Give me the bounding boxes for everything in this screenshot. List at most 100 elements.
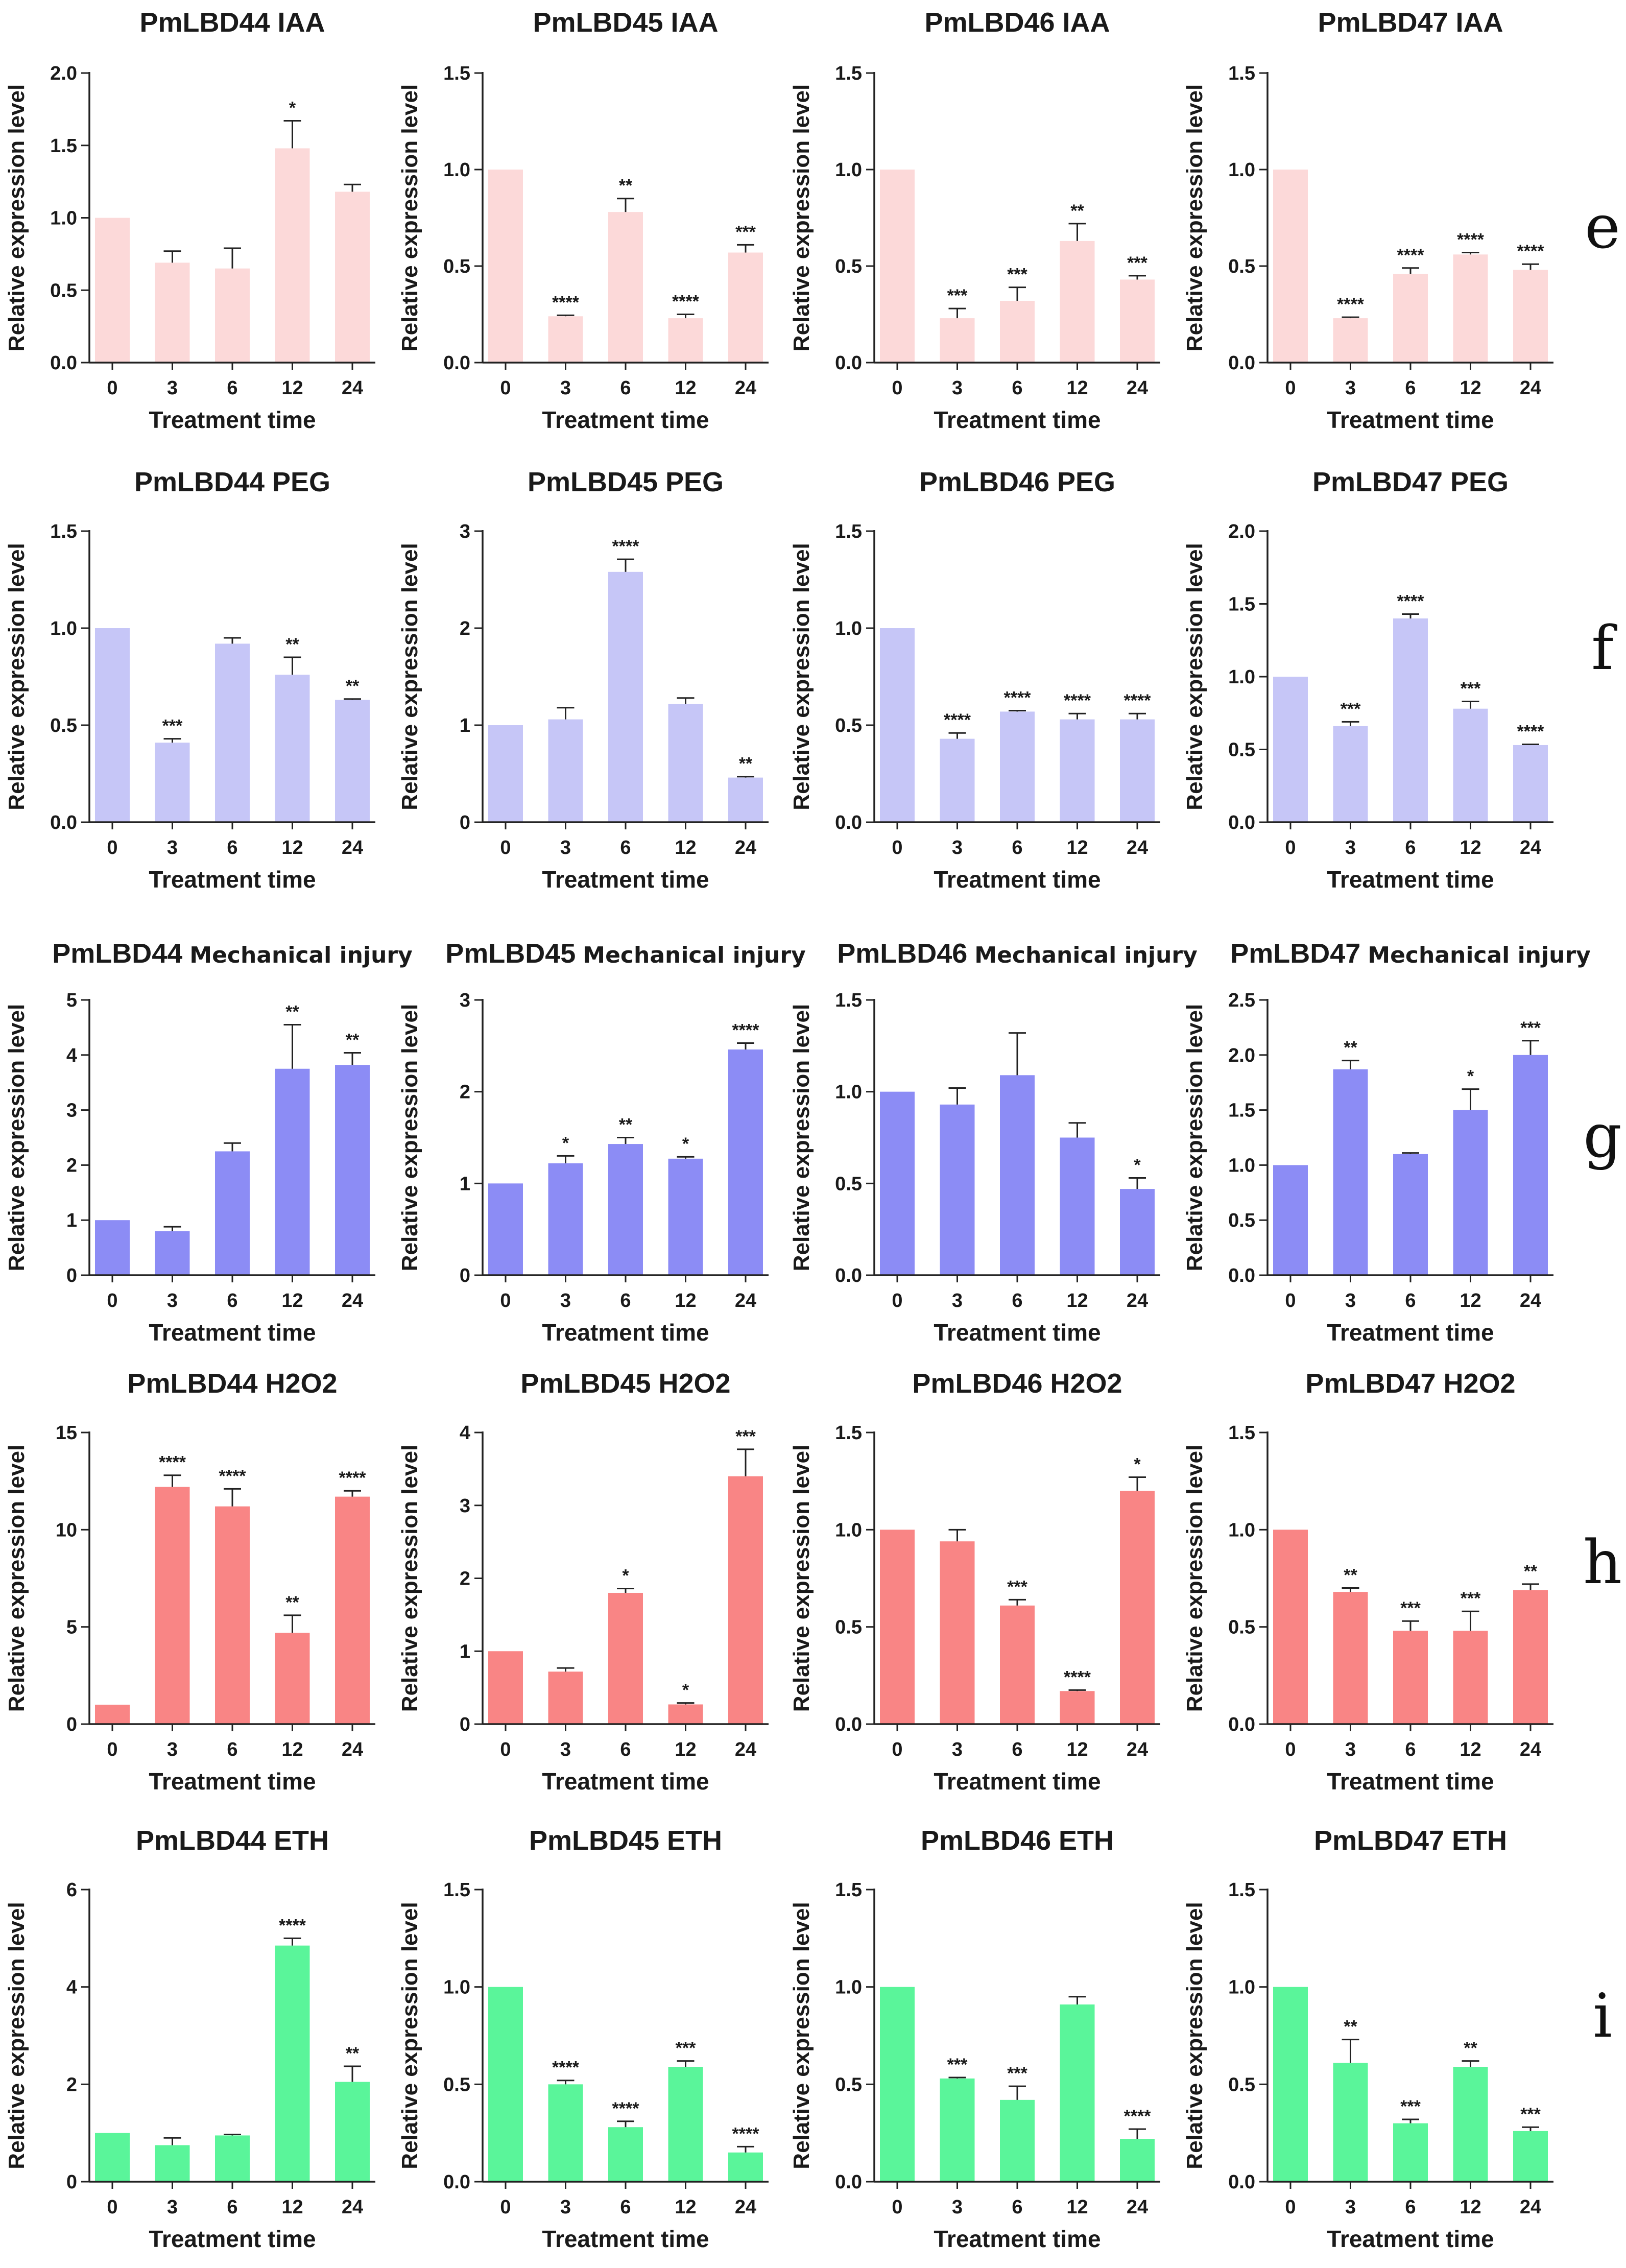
x-tick-label: 12: [1460, 2197, 1481, 2218]
bar-6: [608, 571, 643, 822]
significance-label-3: ****: [944, 710, 971, 730]
significance-label-12: ****: [1064, 1667, 1091, 1687]
bar-12: [668, 1704, 703, 1724]
x-tick-label: 0: [500, 1290, 511, 1311]
bar-0: [95, 1220, 130, 1275]
bar-6: [1393, 274, 1428, 363]
significance-label-24: ****: [1517, 242, 1545, 261]
significance-label-6: ***: [1007, 2064, 1027, 2083]
significance-label-12: **: [1070, 201, 1084, 221]
x-tick-label: 0: [892, 377, 902, 399]
bar-0: [488, 1183, 523, 1275]
bar-6: [608, 212, 643, 363]
bar-12: [1060, 1691, 1095, 1724]
x-tick-label: 6: [1405, 377, 1416, 399]
chart-title: PmLBD47 PEG: [1312, 467, 1509, 497]
bar-12: [275, 675, 310, 822]
x-tick-label: 12: [675, 1290, 696, 1311]
y-tick-label: 1.5: [443, 63, 470, 84]
y-tick-label: 0.5: [835, 1173, 862, 1195]
x-tick-label: 24: [735, 2197, 756, 2218]
bar-0: [1273, 1530, 1308, 1724]
chart-title-gene: PmLBD46: [837, 938, 967, 969]
y-axis-label: Relative expression level: [4, 1445, 29, 1712]
x-tick-label: 24: [342, 837, 363, 858]
significance-label-24: ****: [339, 1468, 367, 1488]
bar-0: [95, 1704, 130, 1724]
bar-0: [880, 170, 915, 363]
significance-label-24: **: [346, 1030, 360, 1049]
y-tick-label: 2.0: [50, 63, 77, 84]
x-axis-label: Treatment time: [149, 407, 316, 433]
x-tick-label: 6: [227, 1290, 237, 1311]
y-tick-label: 0: [66, 1714, 77, 1735]
y-tick-label: 4: [66, 1045, 77, 1066]
x-axis-label: Treatment time: [149, 2226, 316, 2252]
bar-3: [1333, 726, 1368, 822]
bar-3: [548, 316, 583, 363]
bar-3: [1333, 1592, 1368, 1724]
y-axis-label: Relative expression level: [4, 1004, 29, 1271]
row-label-h: h: [1583, 1527, 1622, 1597]
y-tick-label: 2: [66, 1155, 77, 1176]
y-tick-label: 0.5: [835, 715, 862, 736]
y-tick-label: 0.0: [835, 812, 862, 833]
y-tick-label: 1.0: [835, 618, 862, 639]
x-tick-label: 6: [1012, 377, 1022, 399]
x-tick-label: 6: [227, 377, 237, 399]
x-axis-label: Treatment time: [934, 1768, 1101, 1795]
x-tick-label: 24: [342, 377, 363, 399]
significance-label-12: ****: [672, 292, 700, 312]
bar-0: [95, 628, 130, 822]
bar-0: [488, 170, 523, 363]
bar-0: [880, 628, 915, 822]
y-tick-label: 0.0: [50, 352, 77, 374]
bar-3: [940, 2078, 975, 2182]
significance-label-12: **: [285, 1002, 299, 1022]
x-axis-label: Treatment time: [934, 1319, 1101, 1346]
bar-3: [548, 2084, 583, 2182]
significance-label-3: ***: [162, 717, 183, 736]
chart-panel-20: PmLBD47 ETH 0 ** 3 *** 6 ** 12 *** 24 0.0 0.5 1.0 1.5…: [1182, 1825, 1553, 2252]
significance-label-6: ***: [1400, 1598, 1421, 1618]
y-tick-label: 2.5: [1228, 990, 1255, 1011]
significance-label-12: **: [1464, 2039, 1477, 2058]
bar-12: [1453, 2067, 1488, 2182]
chart-title: PmLBD46 ETH: [921, 1825, 1114, 1856]
x-tick-label: 12: [1460, 1739, 1481, 1760]
chart-panel-10: PmLBD45 Mechanical injury0*3**6*12****240…: [397, 938, 806, 1346]
x-tick-label: 0: [107, 2197, 117, 2218]
significance-label-24: **: [1524, 1562, 1538, 1581]
y-tick-label: 1.0: [835, 1977, 862, 1998]
y-tick-label: 0.5: [835, 1617, 862, 1638]
y-tick-label: 0: [66, 1265, 77, 1286]
y-tick-label: 5: [66, 990, 77, 1011]
bar-3: [155, 743, 190, 822]
chart-title-gene: PmLBD47: [1230, 938, 1360, 969]
significance-label-12: *: [1467, 1067, 1474, 1086]
y-tick-label: 0.0: [443, 2171, 470, 2193]
x-tick-label: 24: [735, 1739, 756, 1760]
bar-24: [1120, 1189, 1155, 1275]
x-tick-label: 12: [1066, 1739, 1088, 1760]
bar-6: [1000, 1075, 1035, 1275]
x-tick-label: 0: [1285, 377, 1296, 399]
chart-title: PmLBD47 IAA: [1318, 7, 1503, 38]
x-tick-label: 12: [675, 377, 696, 399]
bar-0: [488, 1651, 523, 1724]
bar-24: [335, 1065, 370, 1275]
y-tick-label: 1.5: [1228, 63, 1255, 84]
chart-title: PmLBD45 IAA: [533, 7, 718, 38]
significance-label-24: ****: [1124, 2107, 1152, 2126]
bar-12: [275, 1633, 310, 1724]
chart-title: PmLBD47 H2O2: [1305, 1368, 1515, 1399]
chart-title: PmLBD46 H2O2: [912, 1368, 1122, 1399]
significance-label-12: ***: [676, 2039, 696, 2058]
chart-title: PmLBD45 ETH: [529, 1825, 722, 1856]
y-tick-label: 1.0: [443, 159, 470, 181]
y-tick-label: 1.0: [835, 1519, 862, 1541]
bar-0: [488, 725, 523, 822]
x-tick-label: 24: [1520, 2197, 1541, 2218]
bar-24: [335, 700, 370, 822]
